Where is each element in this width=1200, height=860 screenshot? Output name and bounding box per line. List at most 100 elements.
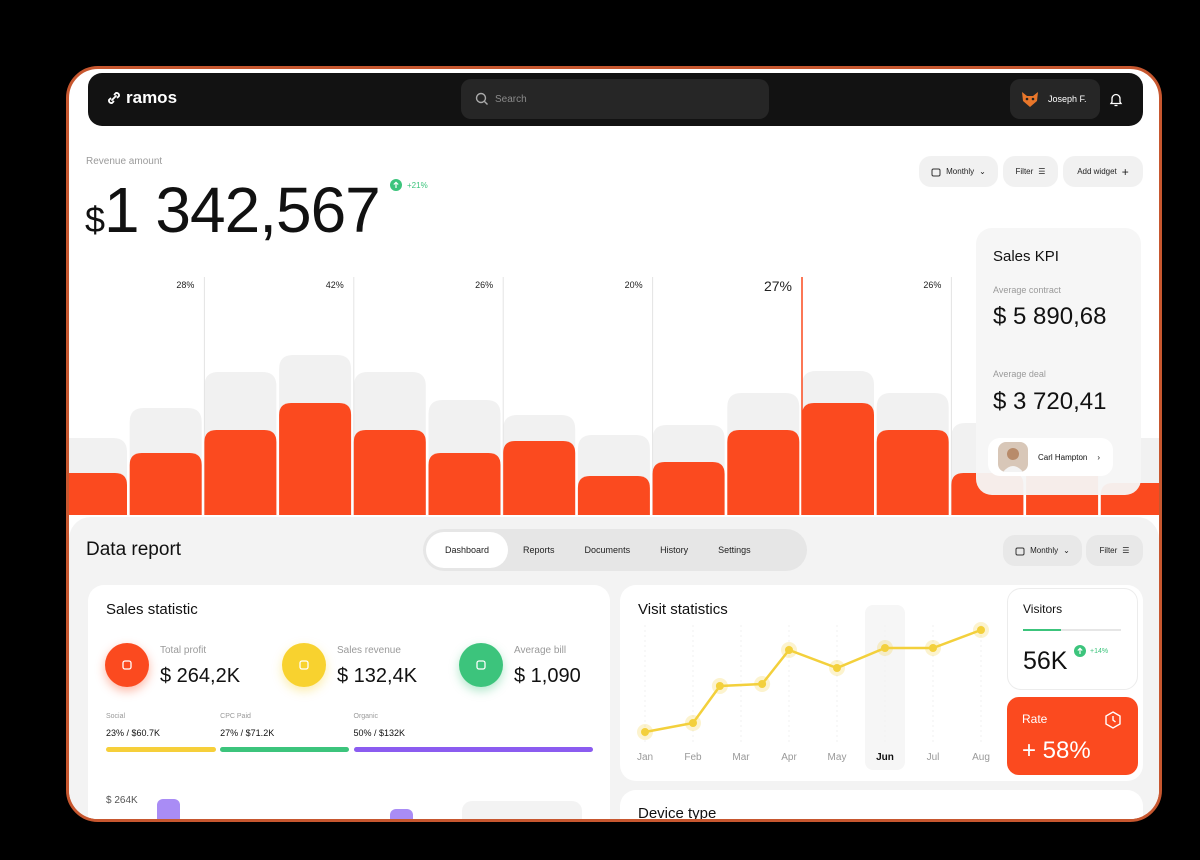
bar (577, 476, 650, 515)
kpi-value: $ 3 720,41 (993, 388, 1107, 415)
visit-chart: Jan Feb Mar Apr May Jun Jul Aug (637, 605, 990, 770)
revenue-currency: $ (85, 199, 105, 240)
rate-card: Rate + 58% (1007, 697, 1138, 775)
metric-glyph (476, 660, 486, 670)
visit-point (715, 682, 724, 690)
tab[interactable]: History (660, 545, 689, 555)
device-type-card: Device type (620, 790, 1143, 822)
metric-value: $ 1,090 (514, 665, 581, 687)
revenue-amount: $1 342,567 (85, 173, 381, 247)
month-label: Aug (972, 752, 990, 763)
channel-value: 23% / $60.7K (106, 728, 161, 738)
visitors-title: Visitors (1023, 602, 1063, 616)
glyph-shape (122, 660, 132, 670)
add-widget-button[interactable]: Add widget + (1063, 156, 1143, 187)
chevron: ⌄ (1063, 546, 1070, 555)
visitors-card: Visitors 56K +14% (1007, 588, 1138, 690)
marker-label: 20% (625, 280, 643, 290)
metric-icon (459, 643, 503, 687)
bar (129, 453, 202, 515)
filter-button[interactable]: Filter ☰ (1003, 156, 1058, 187)
channel-label: Organic (353, 713, 379, 720)
card-title: Visit statistics (638, 601, 728, 618)
logo-text: ramos (126, 88, 178, 107)
search-icon (475, 92, 488, 105)
plus-icon: + (1121, 164, 1129, 179)
bar (652, 462, 725, 515)
bar (353, 430, 426, 515)
month-label: Jul (927, 752, 940, 763)
logo[interactable]: ramos (106, 88, 177, 108)
month-label: Apr (781, 752, 797, 763)
glyph-shape (299, 660, 309, 670)
visit-point (785, 646, 793, 654)
month-label: Feb (684, 752, 702, 763)
metric-label: Sales revenue (337, 645, 401, 656)
mini-bar (390, 809, 413, 819)
user-avatar (1022, 92, 1038, 107)
sales-kpi-card: Sales KPI Average contract $ 5 890,68 Av… (976, 228, 1141, 495)
highlight-column (865, 605, 905, 770)
visitors-change: +14% (1074, 645, 1108, 657)
chevron: › (1097, 452, 1101, 462)
bar (279, 403, 352, 515)
month-label: May (828, 752, 847, 763)
visit-point (833, 664, 841, 672)
metric-label: Average bill (514, 645, 567, 656)
channel-bar (220, 747, 350, 752)
search-box[interactable]: Search (461, 79, 769, 119)
kpi-label: Average deal (993, 369, 1046, 379)
visit-point (689, 719, 697, 727)
metric-icon (105, 643, 149, 687)
user-name: Joseph F. (1048, 94, 1087, 104)
contact-name: Carl Hampton (1038, 452, 1088, 462)
button-label: Add widget (1077, 167, 1117, 176)
logo-icon (108, 92, 120, 104)
rate-icon (1105, 711, 1121, 729)
tab[interactable]: Settings (718, 545, 751, 555)
button-label: Monthly (1030, 546, 1059, 555)
sales-statistic-card: Sales statistic $ 264K Total profit $ 264… (88, 585, 610, 819)
button-label: Monthly (946, 167, 975, 176)
marker-label: 26% (475, 280, 493, 290)
contact-chip[interactable]: Carl Hampton › (988, 438, 1113, 476)
calendar-icon (1015, 547, 1025, 555)
user-menu[interactable]: Joseph F. (1010, 79, 1100, 119)
mini-bar (157, 799, 180, 819)
card-title: Device type (638, 805, 717, 822)
rate-title: Rate (1022, 712, 1048, 726)
tab[interactable]: Documents (584, 545, 631, 555)
tab[interactable]: Dashboard (426, 532, 509, 568)
month-label: Jun (876, 752, 894, 763)
bar (802, 403, 874, 515)
data-report-title: Data report (86, 539, 182, 560)
channel-bar (353, 747, 593, 752)
bell-icon[interactable] (1109, 92, 1123, 107)
monthly-button[interactable]: Monthly ⌄ (1003, 535, 1082, 566)
bar (727, 430, 800, 515)
kpi-title: Sales KPI (993, 248, 1059, 265)
visit-point (641, 728, 649, 736)
channel-label: Social (106, 713, 126, 720)
chevron: ⌄ (979, 167, 986, 176)
tab[interactable]: Reports (523, 545, 555, 555)
marker-label: 28% (176, 280, 194, 290)
visit-point (977, 626, 985, 634)
monthly-button[interactable]: Monthly ⌄ (919, 156, 998, 187)
nav-bar: ramos Search Joseph F. (88, 73, 1143, 126)
metric-value: $ 264,2K (160, 665, 241, 687)
month-label: Mar (732, 752, 750, 763)
channel-value: 27% / $71.2K (220, 728, 275, 738)
metric-glyph (299, 660, 309, 670)
visit-point (929, 644, 937, 652)
filter-icon: ☰ (1038, 167, 1046, 176)
marker-label: 42% (326, 280, 344, 290)
visitors-change-text: +14% (1090, 647, 1109, 655)
visit-point (758, 680, 767, 688)
filter-button[interactable]: Filter ☰ (1086, 535, 1143, 566)
footer-value: $ 264K (106, 795, 138, 806)
progress-fill (1023, 629, 1061, 631)
bar (69, 473, 127, 515)
channel-bar (106, 747, 217, 752)
